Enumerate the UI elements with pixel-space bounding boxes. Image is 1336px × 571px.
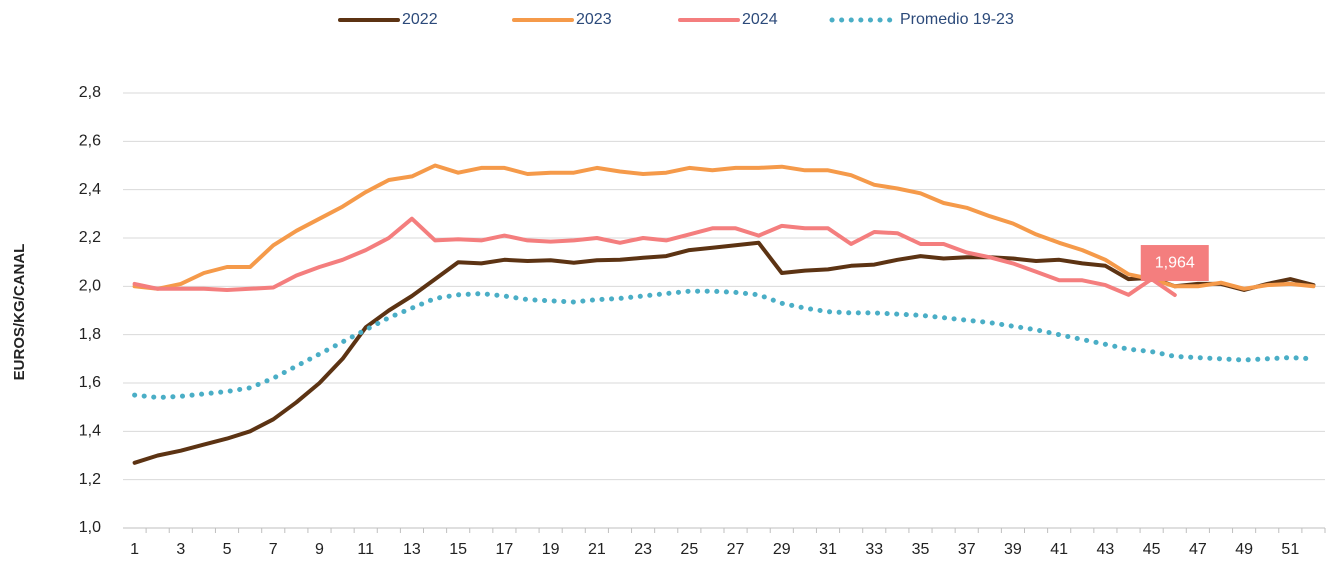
series-line xyxy=(132,163,1316,291)
y-tick-label: 1,0 xyxy=(79,519,101,536)
y-tick-label: 2,2 xyxy=(79,229,101,246)
y-tick-label: 2,0 xyxy=(79,278,101,295)
data-label: 1,964 xyxy=(1155,254,1195,271)
x-tick-label: 19 xyxy=(542,541,560,558)
x-tick-label: 49 xyxy=(1235,541,1253,558)
x-tick-label: 5 xyxy=(223,541,232,558)
x-tick-label: 39 xyxy=(1004,541,1022,558)
legend-label: 2022 xyxy=(402,11,438,28)
x-tick-label: 3 xyxy=(176,541,185,558)
series-line xyxy=(132,288,1316,400)
x-tick-label: 35 xyxy=(912,541,930,558)
y-tick-label: 2,6 xyxy=(79,133,101,150)
x-tick-label: 27 xyxy=(727,541,745,558)
x-tick-label: 43 xyxy=(1097,541,1115,558)
x-tick-label: 1 xyxy=(130,541,139,558)
legend-label: Promedio 19-23 xyxy=(900,11,1014,28)
x-tick-label: 33 xyxy=(865,541,883,558)
y-tick-label: 2,4 xyxy=(79,181,101,198)
series-line xyxy=(132,240,1316,465)
x-tick-label: 11 xyxy=(357,541,374,558)
legend-label: 2023 xyxy=(576,11,612,28)
y-tick-label: 1,4 xyxy=(79,423,101,440)
x-tick-label: 21 xyxy=(588,541,606,558)
x-tick-label: 37 xyxy=(958,541,976,558)
x-tick-label: 7 xyxy=(269,541,278,558)
series-line xyxy=(132,216,1177,297)
x-tick-label: 15 xyxy=(449,541,467,558)
x-tick-label: 29 xyxy=(773,541,791,558)
y-axis-label: EUROS/KG/CANAL xyxy=(11,244,28,381)
y-tick-label: 1,2 xyxy=(79,471,101,488)
data-label-box xyxy=(1140,245,1209,282)
x-tick-label: 47 xyxy=(1189,541,1207,558)
y-tick-label: 2,8 xyxy=(79,84,101,101)
x-tick-label: 13 xyxy=(403,541,421,558)
x-tick-label: 45 xyxy=(1143,541,1161,558)
x-tick-label: 41 xyxy=(1050,541,1068,558)
x-tick-label: 25 xyxy=(680,541,698,558)
y-tick-label: 1,6 xyxy=(79,374,101,391)
x-tick-label: 31 xyxy=(819,541,837,558)
y-tick-label: 1,8 xyxy=(79,326,101,343)
legend-label: 2024 xyxy=(742,11,778,28)
x-tick-label: 51 xyxy=(1281,541,1299,558)
x-tick-label: 23 xyxy=(634,541,652,558)
x-tick-label: 17 xyxy=(496,541,514,558)
x-tick-label: 9 xyxy=(315,541,324,558)
